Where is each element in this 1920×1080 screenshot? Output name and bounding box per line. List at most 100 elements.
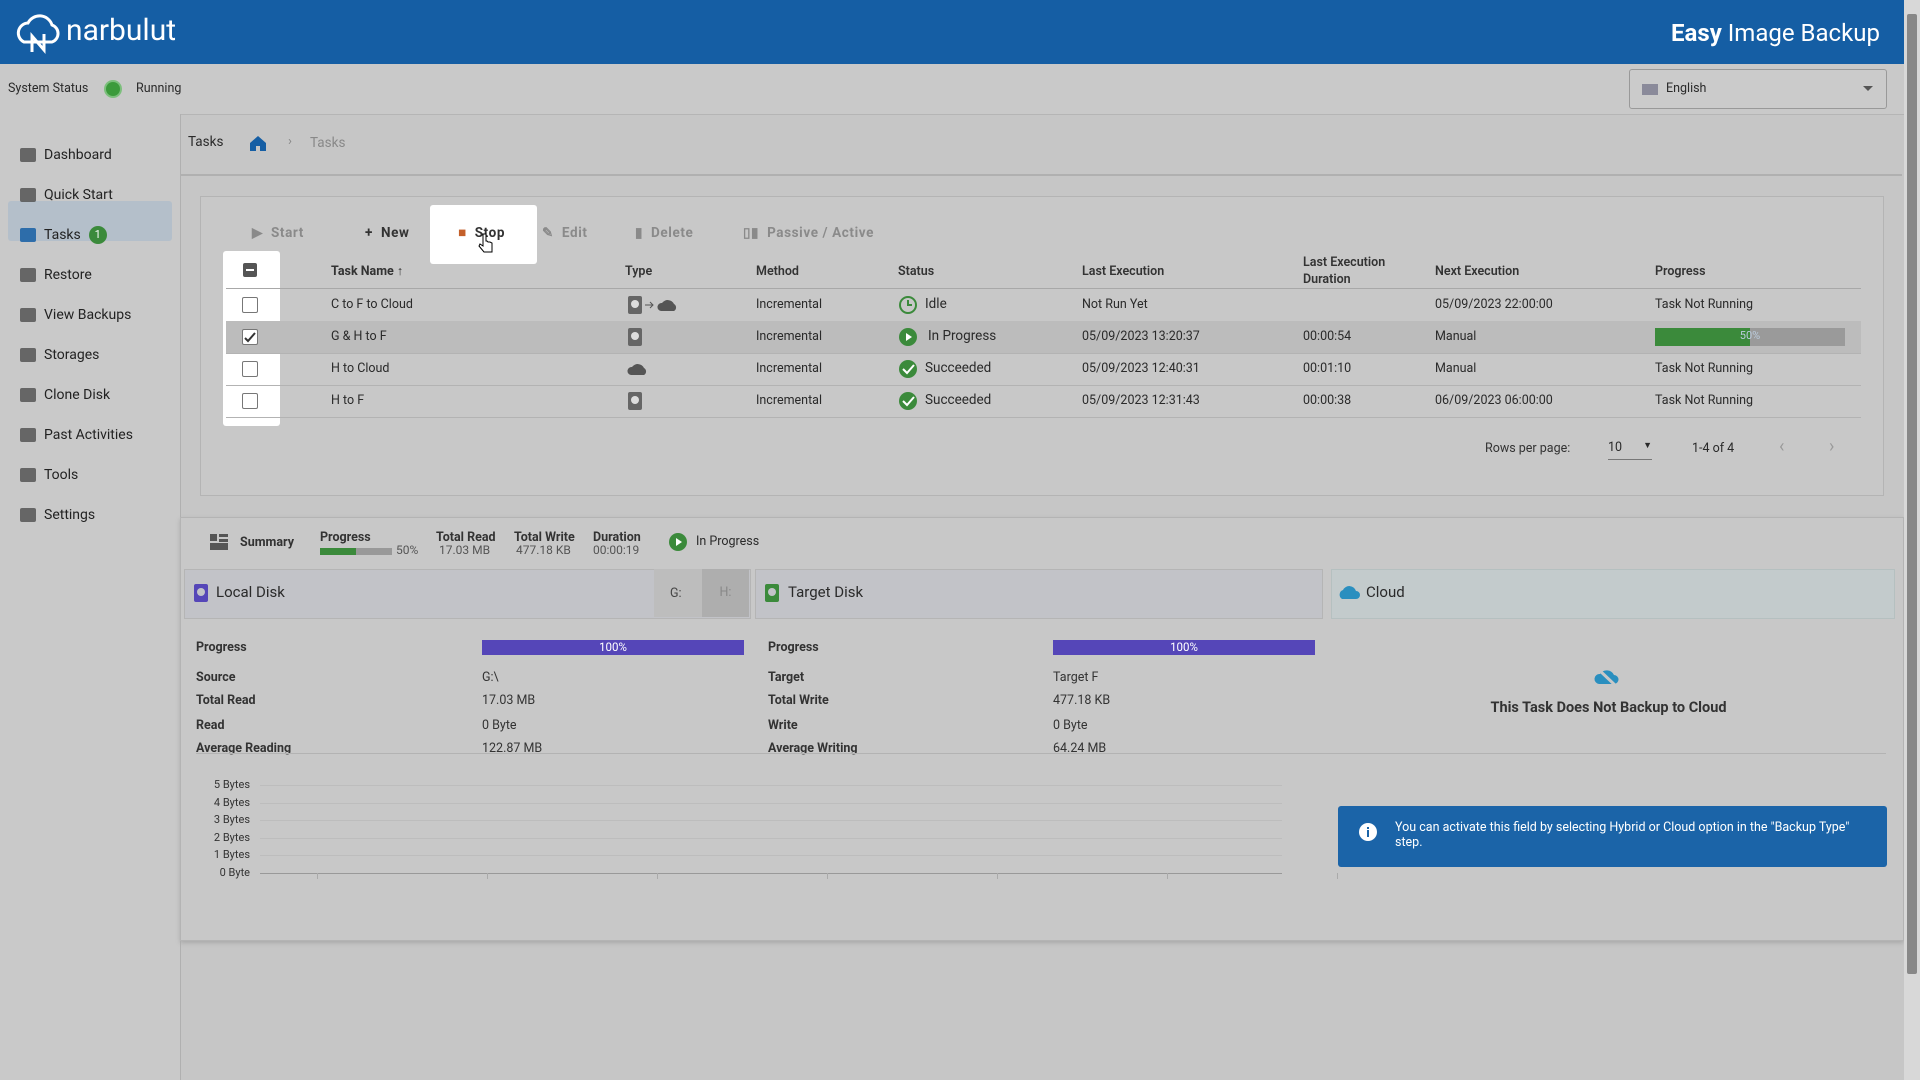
rows-select[interactable]: 10 ▼: [1608, 440, 1652, 460]
sidebar-item[interactable]: Storages: [20, 338, 99, 372]
select-all[interactable]: [243, 263, 257, 277]
detail-label: Average Reading: [196, 741, 292, 756]
sidebar-label: Quick Start: [44, 187, 113, 203]
language-select[interactable]: English: [1629, 69, 1887, 109]
sidebar-item[interactable]: Settings: [20, 498, 95, 532]
status-dot: [106, 82, 120, 96]
column-header[interactable]: Progress: [1655, 264, 1706, 279]
flag: [1642, 84, 1658, 95]
sidebar: Dashboard Quick Start Tasks 1 Restore View Ba…: [0, 114, 181, 1080]
toolbar-button[interactable]: + New: [365, 225, 410, 245]
chart-y-label: 0 Byte: [219, 866, 250, 879]
local-disk-icon: [194, 584, 208, 602]
column-header[interactable]: Status: [898, 264, 935, 279]
sidebar-item[interactable]: Tasks 1: [20, 218, 107, 252]
toolbar-button[interactable]: ✎ Edit: [542, 225, 588, 245]
duration-label: Duration: [593, 530, 641, 545]
summary-status: In Progress: [696, 534, 760, 549]
chart-y-label: 3 Bytes: [213, 813, 250, 827]
target-disk-header: [755, 569, 1323, 619]
chart-grid-line: [260, 837, 1282, 839]
toolbar-icon: ■: [458, 225, 467, 241]
home-icon[interactable]: [248, 134, 268, 152]
summary-progress-track: [320, 548, 392, 555]
toolbar-label: Passive / Active: [767, 225, 875, 241]
next-page[interactable]: ›: [1829, 436, 1835, 457]
detail-value: 0 Byte: [482, 718, 517, 733]
toolbar-button[interactable]: ■ Stop: [458, 225, 505, 245]
sidebar-item[interactable]: Tools: [20, 458, 78, 492]
detail-value: 64.24 MB: [1053, 741, 1107, 756]
target-disk-title: Target Disk: [788, 583, 864, 601]
column-header[interactable]: Next Execution: [1435, 264, 1520, 279]
toolbar-icon: ▮: [635, 225, 644, 241]
breadcrumb-sep: ›: [288, 134, 292, 149]
toolbar-button[interactable]: ▯▮ Passive / Active: [743, 225, 874, 245]
type-icon: [627, 359, 651, 383]
sidebar-item[interactable]: Dashboard: [20, 138, 112, 172]
table-row[interactable]: [226, 353, 1861, 386]
chart-grid-line: [260, 802, 1282, 804]
sidebar-item[interactable]: Restore: [20, 258, 92, 292]
disk-tab[interactable]: H:: [702, 569, 749, 617]
disk-tab[interactable]: G:: [670, 586, 682, 601]
row-checkbox[interactable]: [242, 361, 258, 377]
summary-progress: 50%: [396, 543, 419, 557]
row-checkbox[interactable]: [242, 297, 258, 313]
product-name: Image Backup: [1727, 19, 1880, 47]
toolbar-label: Edit: [561, 225, 588, 241]
sidebar-item[interactable]: Clone Disk: [20, 378, 110, 412]
cloud-message: This Task Does Not Backup to Cloud: [1490, 699, 1727, 716]
method: Incremental: [756, 329, 823, 344]
chart-x-tick: [997, 873, 998, 879]
table-row[interactable]: [226, 321, 1861, 354]
chart-y-label: 2 Bytes: [213, 830, 250, 844]
sidebar-label: Dashboard: [44, 147, 112, 163]
summary-status-icon: [669, 533, 687, 551]
breadcrumb-title: Tasks: [188, 134, 224, 150]
detail-label: Progress: [196, 640, 247, 655]
progress: Task Not Running: [1655, 297, 1754, 312]
cloud-icon: [1339, 586, 1360, 599]
column-header[interactable]: Last Execution Duration: [1303, 255, 1386, 287]
sidebar-label: View Backups: [44, 307, 132, 323]
detail-label: Total Write: [768, 693, 829, 708]
next-execution: 05/09/2023 22:00:00: [1435, 297, 1553, 312]
sidebar-item[interactable]: View Backups: [20, 298, 131, 332]
language: English: [1666, 81, 1707, 96]
sidebar-item[interactable]: Quick Start: [20, 178, 113, 212]
table-row[interactable]: [226, 289, 1861, 322]
prev-page[interactable]: ‹: [1779, 436, 1785, 457]
chart-x-tick: [317, 873, 318, 879]
status-icon: [898, 391, 918, 415]
rows-value: 10: [1608, 440, 1623, 455]
status: In Progress: [928, 328, 997, 344]
type-icon: [627, 327, 647, 351]
breadcrumb-current: Tasks: [310, 135, 346, 151]
brand: narbulut: [66, 13, 177, 48]
detail-label: Read: [196, 718, 225, 733]
column-header[interactable]: Method: [756, 264, 799, 279]
table-row[interactable]: [226, 385, 1861, 418]
last-execution: 05/09/2023 12:31:43: [1082, 393, 1200, 408]
detail-value: 477.18 KB: [1053, 693, 1111, 708]
row-checkbox[interactable]: [242, 393, 258, 409]
sidebar-item[interactable]: Past Activities: [20, 418, 133, 452]
total-write-label: Total Write: [514, 530, 575, 545]
rows-label: Rows per page:: [1485, 441, 1571, 456]
sidebar-icon: [20, 188, 36, 202]
column-header[interactable]: Type: [625, 264, 653, 279]
progress-bar: [1655, 328, 1845, 346]
toolbar-button[interactable]: ▮ Delete: [635, 225, 693, 245]
row-checkbox[interactable]: [242, 329, 258, 345]
chart-y-label: 4 Bytes: [213, 795, 250, 809]
status: Succeeded: [925, 360, 992, 376]
target-disk-icon: [765, 584, 779, 602]
scrollbar[interactable]: [1904, 0, 1920, 1080]
toolbar-button[interactable]: ▶ Start: [252, 225, 304, 245]
detail-value: G:\: [482, 670, 499, 685]
column-header[interactable]: Task Name ↑: [331, 264, 404, 279]
toolbar-label: New: [380, 225, 410, 241]
column-header[interactable]: Last Execution: [1082, 264, 1165, 279]
status-state: Running: [136, 81, 182, 96]
